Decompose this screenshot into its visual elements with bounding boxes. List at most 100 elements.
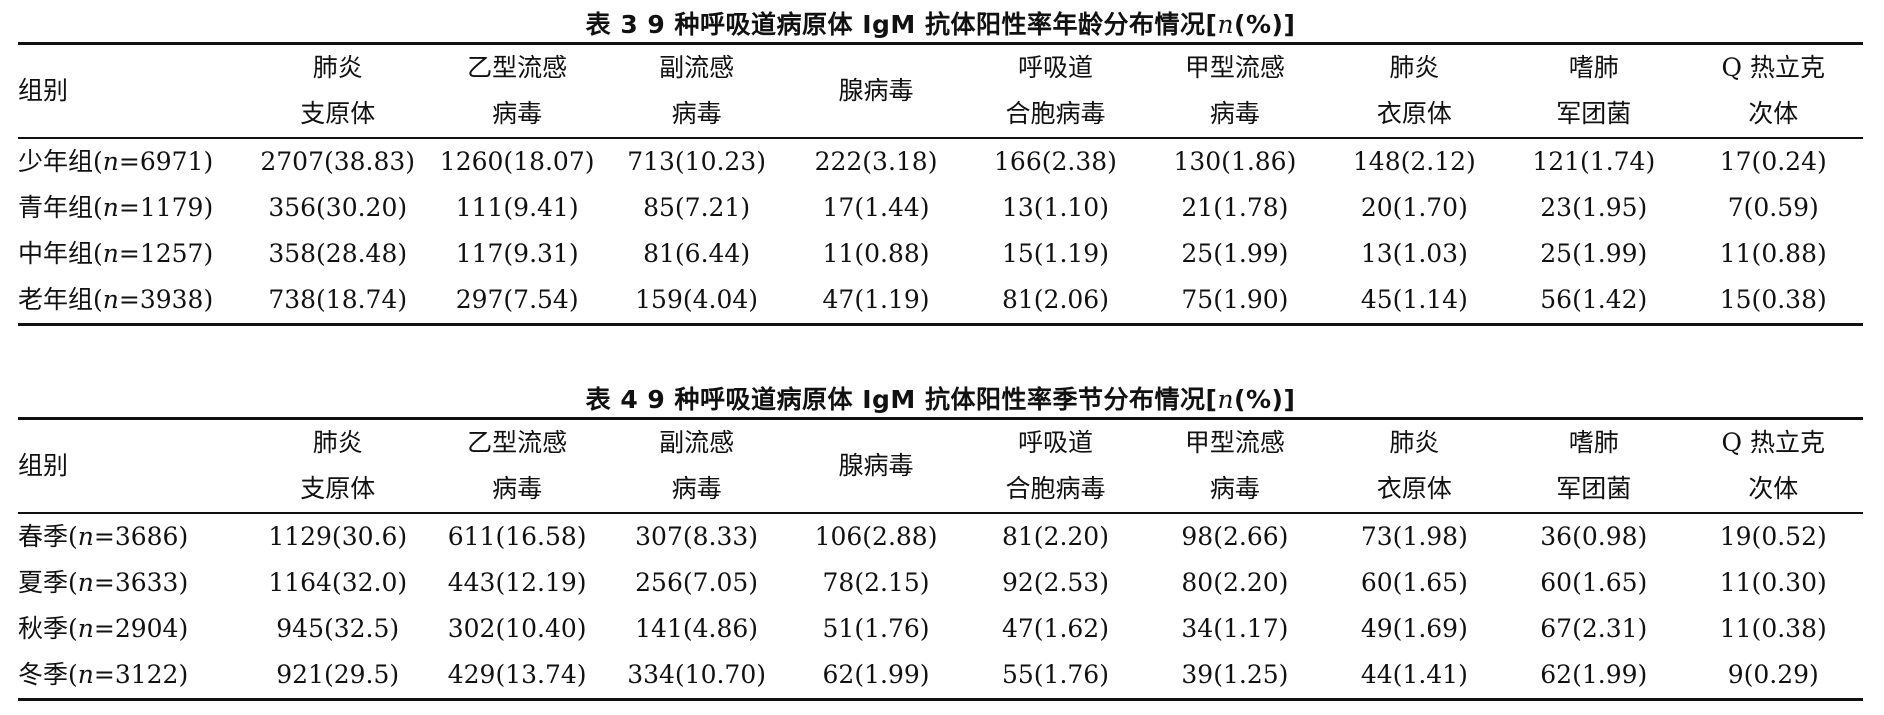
table-cell: 443(12.19) xyxy=(447,568,587,597)
table-cell: 1129(30.6) xyxy=(268,522,408,551)
table-cell: 130(1.86) xyxy=(1173,147,1297,176)
table-cell: 256(7.05) xyxy=(635,568,759,597)
table-cell: 358(28.48) xyxy=(268,239,408,268)
table-4-caption: 表 4 9 种呼吸道病原体 IgM 抗体阳性率季节分布情况[n(%)] xyxy=(18,383,1863,417)
table-cell: 55(1.76) xyxy=(1001,660,1109,689)
table-cell: 738(18.74) xyxy=(268,285,408,314)
table-3-col-header: 甲型流感 病毒 xyxy=(1145,43,1325,139)
table-3-block: 表 3 9 种呼吸道病原体 IgM 抗体阳性率年龄分布情况[n(%)] 组别 肺… xyxy=(18,8,1863,326)
table-cell: 141(4.86) xyxy=(635,614,759,643)
table-cell: 166(2.38) xyxy=(994,147,1117,176)
table-3-header-row: 组别 肺炎 支原体 乙型流感 病毒 副流感 病毒 腺病毒 呼吸道 合胞病毒 甲型流感 病毒… xyxy=(18,43,1863,139)
table-row: 少年组(n=6971) 2707(38.83) 1260(18.07) 713(… xyxy=(18,138,1863,185)
table-cell: 85(7.21) xyxy=(643,193,751,222)
table-3-caption-suffix: (%)] xyxy=(1234,10,1296,39)
table-3-group-header: 组别 xyxy=(18,43,248,139)
table-cell: 60(1.65) xyxy=(1540,568,1648,597)
table-cell: 21(1.78) xyxy=(1181,193,1289,222)
table-cell: 44(1.41) xyxy=(1360,660,1468,689)
table-cell: 713(10.23) xyxy=(627,147,766,176)
table-cell: 148(2.12) xyxy=(1352,147,1476,176)
table-cell: 921(29.5) xyxy=(276,660,400,689)
table-cell: 23(1.95) xyxy=(1540,193,1648,222)
table-4-col-header: 腺病毒 xyxy=(786,418,966,514)
table-3-caption-n: n xyxy=(1217,10,1235,39)
table-cell: 159(4.04) xyxy=(635,285,759,314)
table-row: 冬季(n=3122) 921(29.5) 429(13.74) 334(10.7… xyxy=(18,652,1863,700)
table-cell: 75(1.90) xyxy=(1181,285,1289,314)
table-cell: 45(1.14) xyxy=(1360,285,1468,314)
table-row: 春季(n=3686) 1129(30.6) 611(16.58) 307(8.3… xyxy=(18,513,1863,560)
table-3-caption-prefix: 表 3 9 种呼吸道病原体 IgM 抗体阳性率年龄分布情况[ xyxy=(585,10,1218,39)
table-cell: 17(1.44) xyxy=(822,193,930,222)
table-4-col-header: 肺炎 衣原体 xyxy=(1324,418,1505,514)
table-cell: 47(1.19) xyxy=(822,285,930,314)
table-4-col-header: 肺炎 支原体 xyxy=(248,418,428,514)
table-cell: 11(0.88) xyxy=(822,239,930,268)
row-label: 夏季(n=3633) xyxy=(18,568,189,597)
table-cell: 13(1.10) xyxy=(1001,193,1109,222)
table-4-group-header: 组别 xyxy=(18,418,248,514)
table-cell: 302(10.40) xyxy=(447,614,587,643)
table-cell: 19(0.52) xyxy=(1719,522,1827,551)
row-label: 老年组(n=3938) xyxy=(18,285,214,314)
table-cell: 47(1.62) xyxy=(1001,614,1109,643)
table-cell: 13(1.03) xyxy=(1360,239,1468,268)
table-4-col-header: 嗜肺 军团菌 xyxy=(1504,418,1684,514)
table-cell: 15(1.19) xyxy=(1001,239,1109,268)
table-cell: 611(16.58) xyxy=(447,522,587,551)
table-cell: 73(1.98) xyxy=(1360,522,1468,551)
table-cell: 81(2.20) xyxy=(1001,522,1109,551)
table-4-block: 表 4 9 种呼吸道病原体 IgM 抗体阳性率季节分布情况[n(%)] 组别 肺… xyxy=(18,383,1863,701)
table-3-col-header: 副流感 病毒 xyxy=(606,43,787,139)
table-4-col-header: 甲型流感 病毒 xyxy=(1145,418,1325,514)
table-cell: 222(3.18) xyxy=(814,147,938,176)
row-label: 中年组(n=1257) xyxy=(18,239,214,268)
table-cell: 78(2.15) xyxy=(822,568,930,597)
table-cell: 117(9.31) xyxy=(455,239,579,268)
table-4-col-header: 副流感 病毒 xyxy=(606,418,787,514)
table-cell: 17(0.24) xyxy=(1719,147,1827,176)
table-cell: 20(1.70) xyxy=(1360,193,1468,222)
table-4-caption-suffix: (%)] xyxy=(1234,385,1296,414)
table-cell: 81(6.44) xyxy=(643,239,751,268)
table-cell: 9(0.29) xyxy=(1727,660,1819,689)
table-cell: 429(13.74) xyxy=(447,660,587,689)
table-4: 组别 肺炎 支原体 乙型流感 病毒 副流感 病毒 腺病毒 呼吸道 合胞病毒 甲型流感 病毒… xyxy=(18,417,1863,701)
table-cell: 334(10.70) xyxy=(627,660,766,689)
table-3-col-header: 肺炎 衣原体 xyxy=(1324,43,1505,139)
table-3-col-header: 乙型流感 病毒 xyxy=(427,43,607,139)
table-4-caption-prefix: 表 4 9 种呼吸道病原体 IgM 抗体阳性率季节分布情况[ xyxy=(585,385,1218,414)
table-4-col-header: 呼吸道 合胞病毒 xyxy=(965,418,1146,514)
table-row: 秋季(n=2904) 945(32.5) 302(10.40) 141(4.86… xyxy=(18,606,1863,652)
table-cell: 121(1.74) xyxy=(1532,147,1656,176)
table-row: 青年组(n=1179) 356(30.20) 111(9.41) 85(7.21… xyxy=(18,185,1863,231)
table-cell: 98(2.66) xyxy=(1181,522,1289,551)
table-cell: 1164(32.0) xyxy=(268,568,408,597)
table-cell: 356(30.20) xyxy=(268,193,408,222)
table-cell: 106(2.88) xyxy=(814,522,938,551)
table-cell: 111(9.41) xyxy=(455,193,579,222)
table-3-col-header: 肺炎 支原体 xyxy=(248,43,428,139)
table-cell: 11(0.88) xyxy=(1719,239,1827,268)
table-cell: 11(0.38) xyxy=(1719,614,1827,643)
table-3-col-header: 嗜肺 军团菌 xyxy=(1504,43,1684,139)
table-cell: 51(1.76) xyxy=(822,614,930,643)
table-cell: 11(0.30) xyxy=(1719,568,1827,597)
table-3-col-header: 呼吸道 合胞病毒 xyxy=(965,43,1146,139)
table-3-col-header: 腺病毒 xyxy=(786,43,966,139)
row-label: 青年组(n=1179) xyxy=(18,193,214,222)
table-cell: 34(1.17) xyxy=(1181,614,1289,643)
table-3-col-header: Q 热立克 次体 xyxy=(1683,43,1863,139)
table-cell: 62(1.99) xyxy=(822,660,930,689)
table-cell: 307(8.33) xyxy=(635,522,759,551)
table-cell: 56(1.42) xyxy=(1540,285,1648,314)
table-row: 中年组(n=1257) 358(28.48) 117(9.31) 81(6.44… xyxy=(18,231,1863,277)
table-cell: 15(0.38) xyxy=(1719,285,1827,314)
table-row: 老年组(n=3938) 738(18.74) 297(7.54) 159(4.0… xyxy=(18,277,1863,325)
table-3: 组别 肺炎 支原体 乙型流感 病毒 副流感 病毒 腺病毒 呼吸道 合胞病毒 甲型流感 病毒… xyxy=(18,42,1863,326)
row-label: 春季(n=3686) xyxy=(18,522,189,551)
table-cell: 60(1.65) xyxy=(1360,568,1468,597)
table-cell: 945(32.5) xyxy=(276,614,400,643)
row-label: 少年组(n=6971) xyxy=(18,147,214,176)
